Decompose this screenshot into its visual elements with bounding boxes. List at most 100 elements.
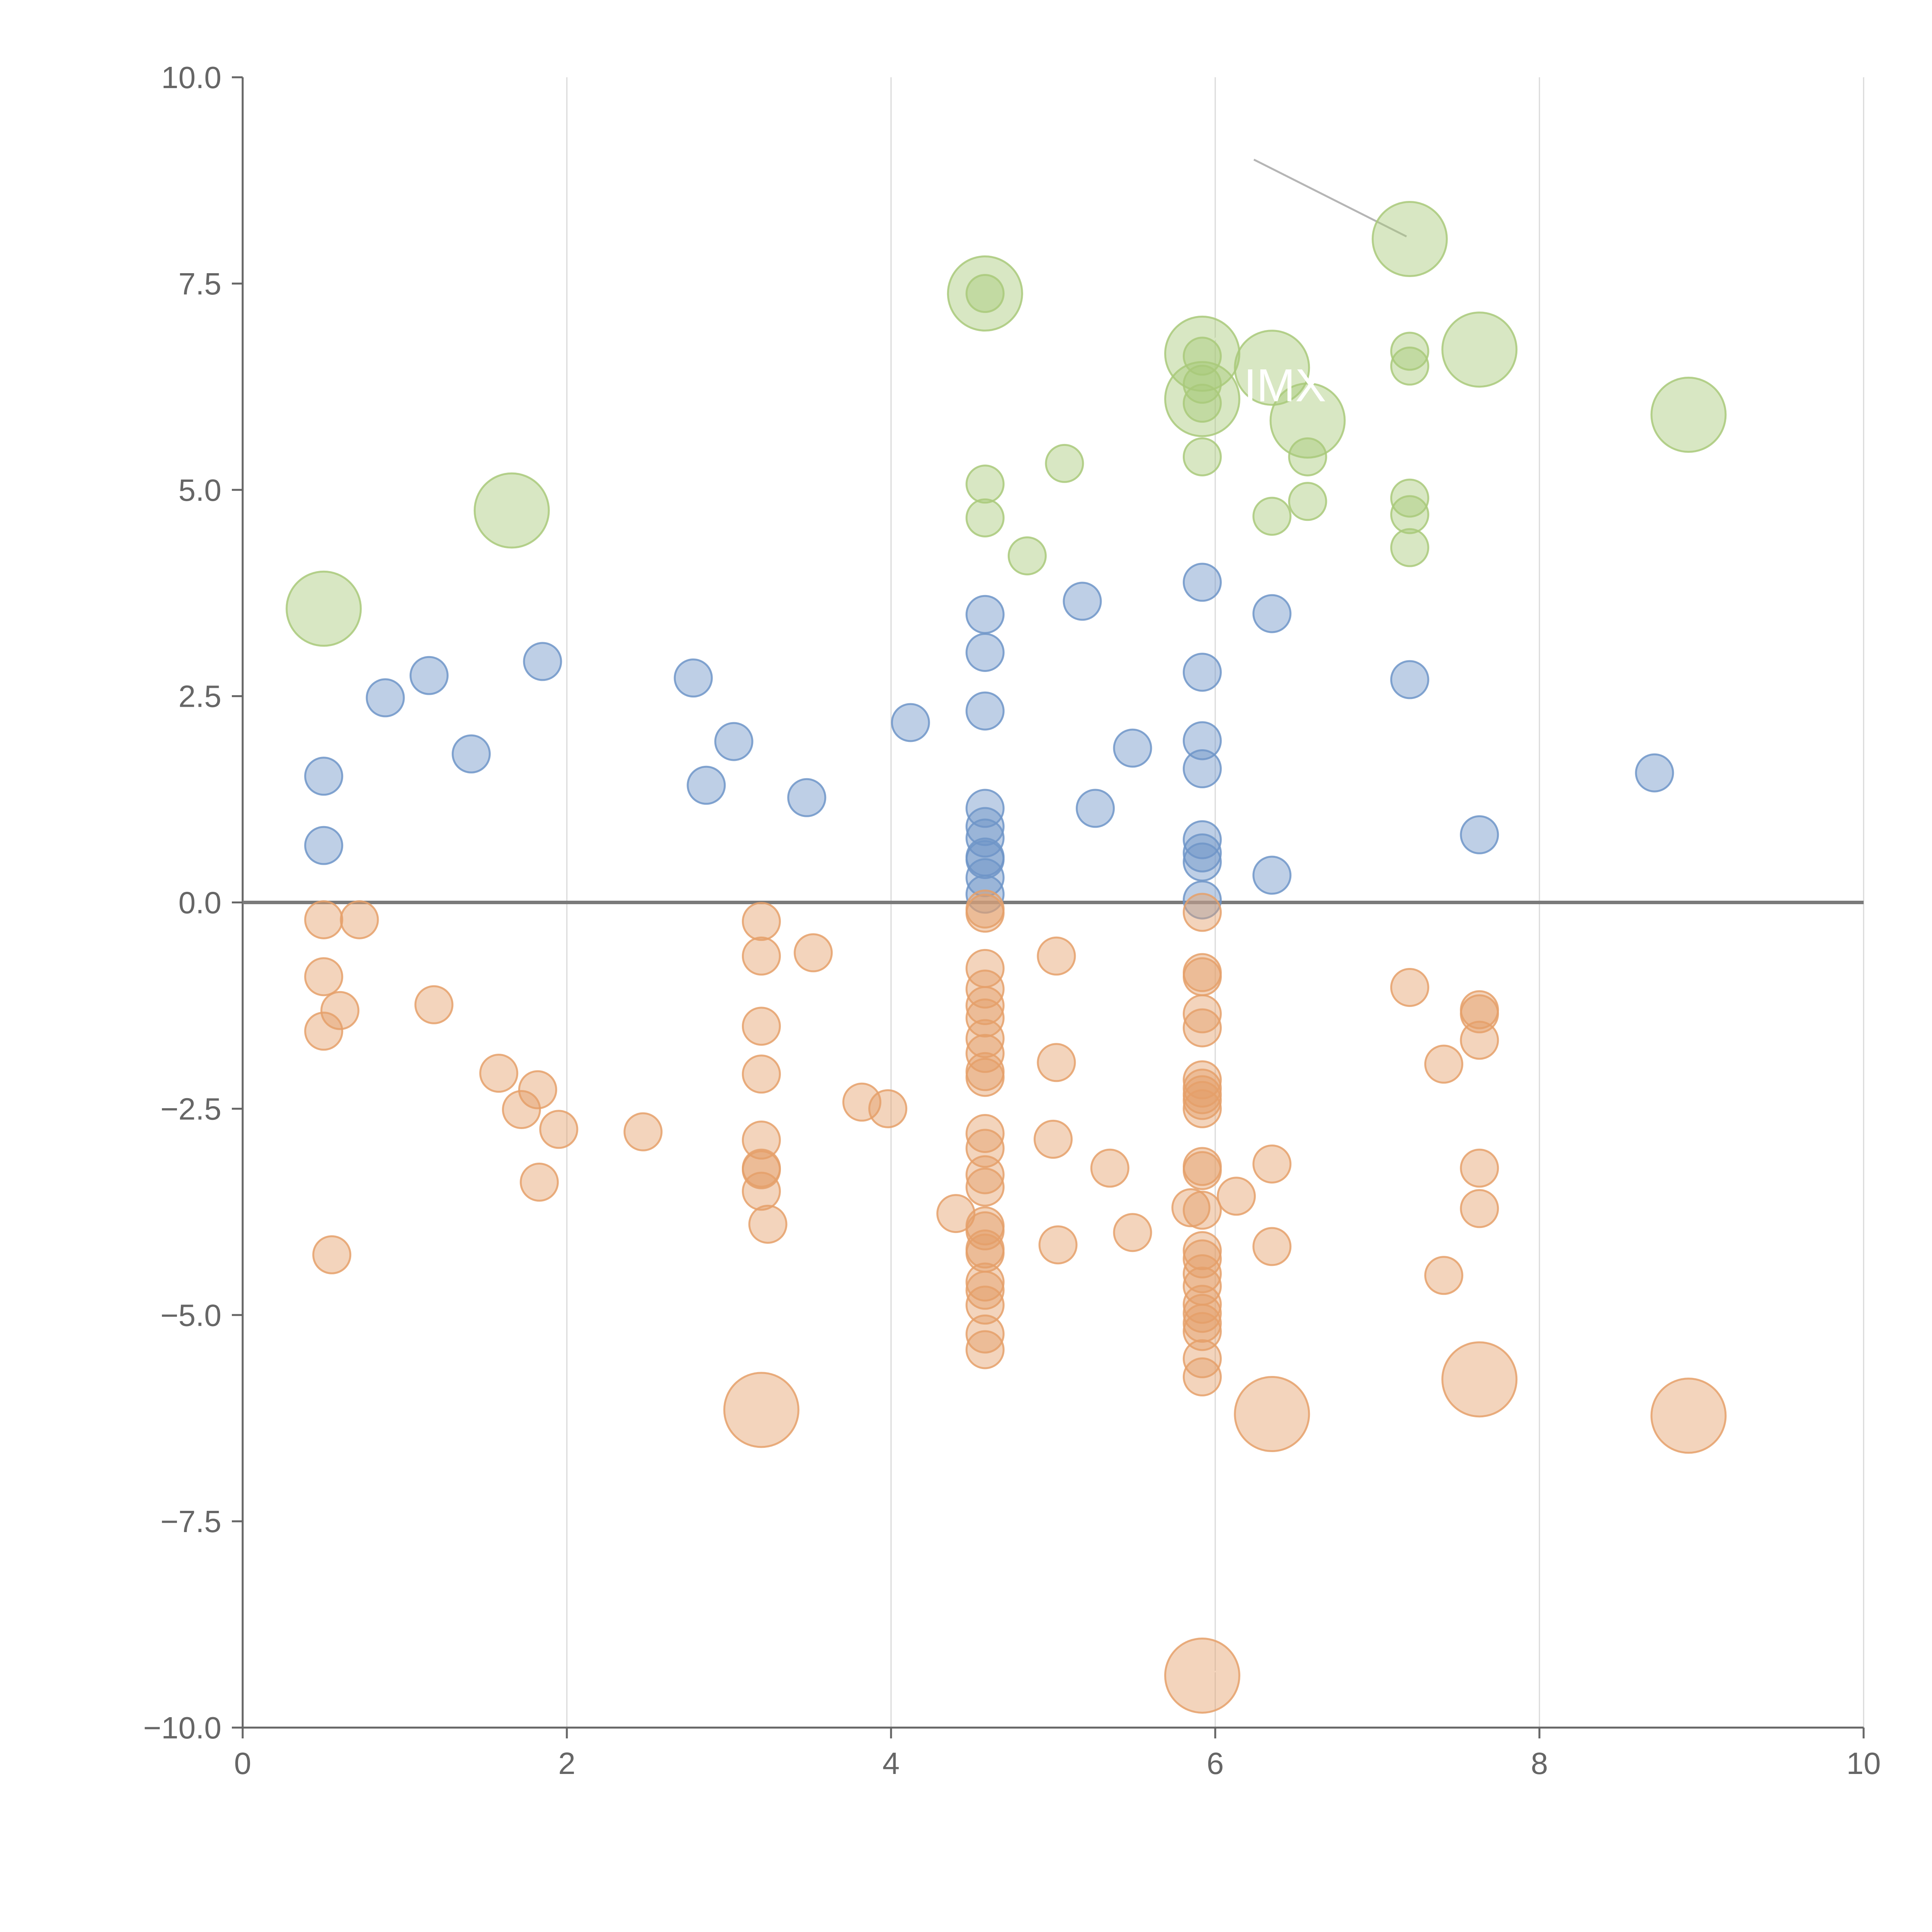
orange-data-point[interactable]	[539, 1110, 578, 1149]
orange-data-point[interactable]	[1113, 1213, 1152, 1252]
orange-data-point[interactable]	[1441, 1341, 1518, 1418]
orange-data-point[interactable]	[936, 1194, 976, 1233]
orange-data-point[interactable]	[742, 1121, 781, 1160]
orange-data-point[interactable]	[965, 1314, 1005, 1354]
orange-data-point[interactable]	[1182, 957, 1222, 997]
blue-data-point[interactable]	[1063, 582, 1102, 621]
orange-data-point[interactable]	[1182, 1081, 1222, 1120]
blue-data-point[interactable]	[1635, 753, 1674, 793]
orange-data-point[interactable]	[1390, 968, 1429, 1007]
orange-data-point[interactable]	[479, 1054, 519, 1093]
blue-data-point[interactable]	[304, 826, 344, 865]
orange-data-point[interactable]	[1182, 1231, 1222, 1270]
orange-data-point[interactable]	[965, 1262, 1005, 1302]
orange-data-point[interactable]	[1460, 1148, 1499, 1188]
green-data-point[interactable]	[965, 498, 1005, 537]
blue-data-point[interactable]	[1182, 820, 1222, 859]
green-data-point[interactable]	[1441, 311, 1518, 388]
blue-data-point[interactable]	[409, 656, 449, 695]
green-data-point[interactable]	[473, 472, 550, 549]
blue-data-point[interactable]	[1390, 660, 1429, 699]
orange-data-point[interactable]	[304, 900, 344, 939]
green-data-point[interactable]	[1182, 384, 1222, 423]
orange-data-point[interactable]	[742, 902, 781, 941]
blue-data-point[interactable]	[523, 642, 562, 681]
blue-data-point[interactable]	[1182, 563, 1222, 602]
orange-data-point[interactable]	[965, 893, 1005, 933]
green-data-point[interactable]	[1182, 337, 1222, 376]
orange-data-point[interactable]	[312, 1235, 352, 1274]
blue-data-point[interactable]	[1182, 842, 1222, 882]
orange-data-point[interactable]	[1182, 1254, 1222, 1293]
green-data-point[interactable]	[1234, 330, 1310, 406]
orange-data-point[interactable]	[742, 1150, 781, 1189]
orange-data-point[interactable]	[1037, 1043, 1076, 1082]
blue-data-point[interactable]	[965, 807, 1005, 846]
green-data-point[interactable]	[965, 274, 1005, 313]
blue-data-point[interactable]	[1252, 855, 1292, 895]
blue-data-point[interactable]	[891, 703, 930, 742]
orange-data-point[interactable]	[965, 1019, 1005, 1058]
blue-data-point[interactable]	[965, 633, 1005, 672]
orange-data-point[interactable]	[965, 1114, 1005, 1153]
blue-data-point[interactable]	[1182, 653, 1222, 692]
blue-data-point[interactable]	[304, 757, 344, 796]
orange-data-point[interactable]	[1182, 1304, 1222, 1343]
orange-data-point[interactable]	[1090, 1148, 1129, 1188]
orange-data-point[interactable]	[520, 1162, 559, 1202]
orange-data-point[interactable]	[320, 991, 360, 1030]
blue-data-point[interactable]	[1460, 815, 1499, 854]
orange-data-point[interactable]	[304, 957, 344, 997]
green-data-point[interactable]	[1288, 437, 1327, 476]
blue-data-point[interactable]	[965, 595, 1005, 634]
orange-data-point[interactable]	[1252, 1144, 1292, 1184]
orange-data-point[interactable]	[623, 1112, 663, 1151]
orange-data-point[interactable]	[1217, 1177, 1256, 1216]
green-data-point[interactable]	[1650, 376, 1727, 453]
blue-data-point[interactable]	[965, 691, 1005, 731]
orange-data-point[interactable]	[1038, 1225, 1078, 1265]
orange-data-point[interactable]	[1182, 893, 1222, 932]
orange-data-point[interactable]	[1252, 1227, 1292, 1266]
orange-data-point[interactable]	[414, 985, 454, 1024]
orange-data-point[interactable]	[742, 1054, 781, 1094]
orange-data-point[interactable]	[748, 1204, 787, 1244]
green-data-point[interactable]	[1288, 482, 1327, 521]
blue-data-point[interactable]	[687, 765, 726, 805]
green-data-point[interactable]	[1390, 528, 1429, 567]
blue-data-point[interactable]	[1182, 749, 1222, 789]
orange-data-point[interactable]	[502, 1090, 541, 1129]
orange-data-point[interactable]	[842, 1082, 881, 1122]
orange-data-point[interactable]	[1164, 1637, 1240, 1714]
orange-data-point[interactable]	[1234, 1376, 1310, 1452]
blue-data-point[interactable]	[1076, 789, 1115, 828]
orange-data-point[interactable]	[1182, 994, 1222, 1034]
blue-data-point[interactable]	[673, 658, 713, 698]
orange-data-point[interactable]	[1182, 1151, 1222, 1190]
orange-data-point[interactable]	[965, 1270, 1005, 1310]
orange-data-point[interactable]	[1037, 936, 1076, 976]
orange-data-point[interactable]	[723, 1372, 799, 1448]
orange-data-point[interactable]	[965, 1058, 1005, 1097]
orange-data-point[interactable]	[1182, 1089, 1222, 1128]
green-data-point[interactable]	[1390, 332, 1429, 371]
orange-data-point[interactable]	[965, 986, 1005, 1025]
orange-data-point[interactable]	[1650, 1378, 1727, 1454]
blue-data-point[interactable]	[787, 778, 827, 817]
green-data-point[interactable]	[1390, 478, 1429, 518]
orange-data-point[interactable]	[1182, 1239, 1222, 1279]
green-data-point[interactable]	[965, 464, 1005, 504]
green-data-point[interactable]	[1390, 495, 1429, 534]
blue-data-point[interactable]	[1113, 728, 1152, 768]
orange-data-point[interactable]	[742, 1172, 781, 1211]
orange-data-point[interactable]	[965, 1330, 1005, 1369]
orange-data-point[interactable]	[1182, 1190, 1222, 1230]
orange-data-point[interactable]	[1182, 1060, 1222, 1100]
green-data-point[interactable]	[286, 570, 362, 647]
blue-data-point[interactable]	[451, 734, 491, 774]
orange-data-point[interactable]	[1182, 1357, 1222, 1396]
blue-data-point[interactable]	[965, 858, 1005, 897]
orange-data-point[interactable]	[1460, 1020, 1499, 1060]
orange-data-point[interactable]	[1182, 1312, 1222, 1351]
orange-data-point[interactable]	[965, 998, 1005, 1037]
